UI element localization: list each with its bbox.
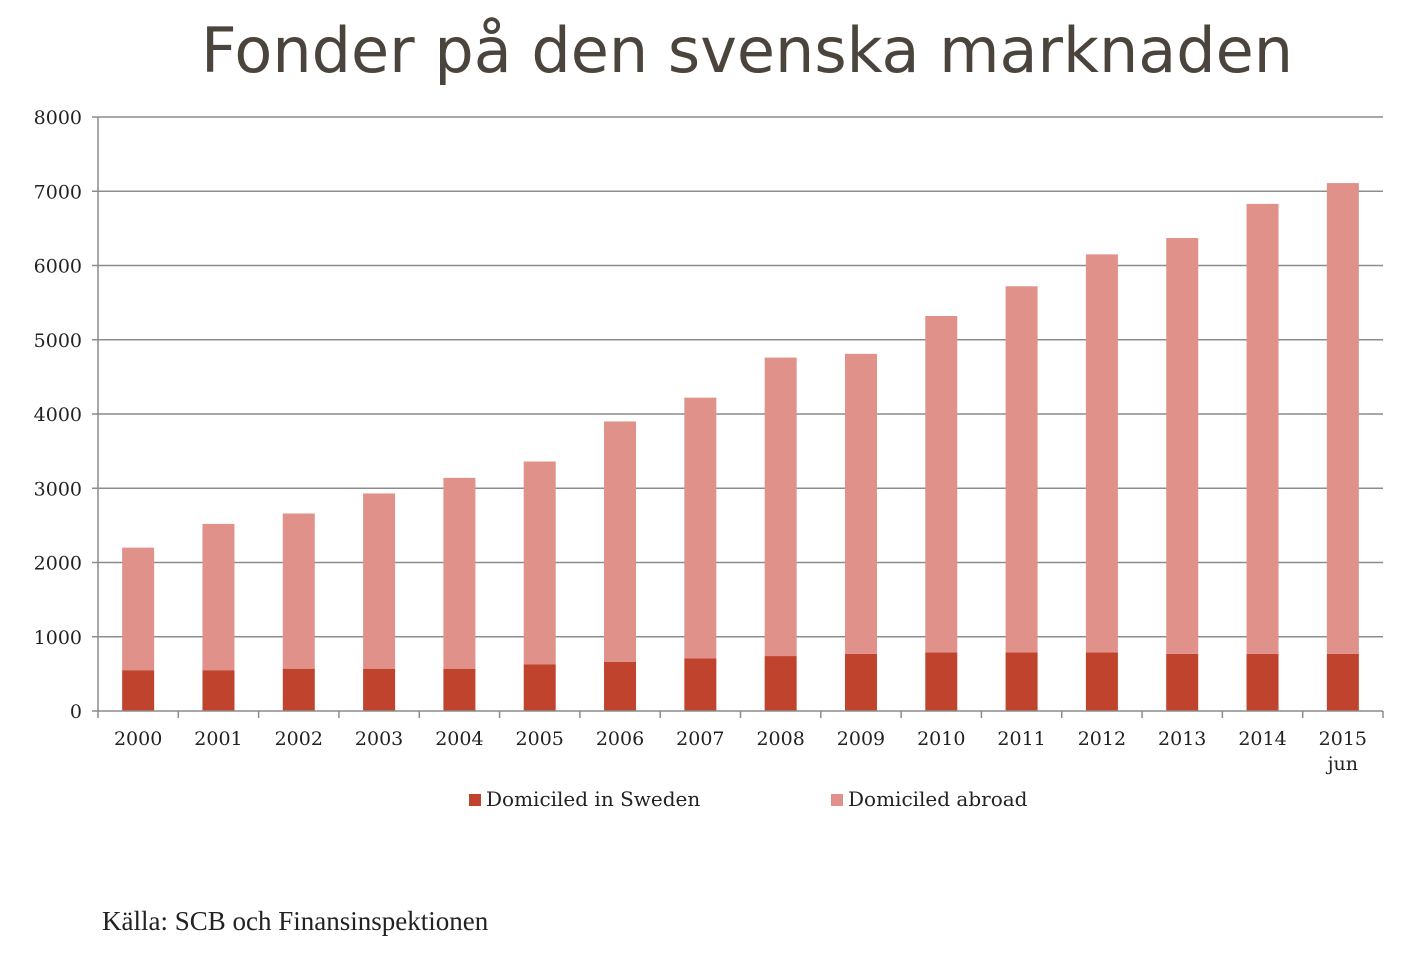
- legend-swatch: [469, 794, 481, 806]
- bar-domiciled-abroad: [684, 397, 717, 659]
- x-tick-label: 2002: [275, 728, 323, 750]
- x-tick-label: 2007: [676, 728, 724, 750]
- bar-domiciled-abroad: [282, 513, 315, 669]
- legend-label: Domiciled abroad: [848, 787, 1028, 811]
- x-tick-label: 2000: [114, 728, 162, 750]
- legend-swatch: [831, 794, 843, 806]
- bar-domiciled-abroad: [443, 477, 476, 669]
- bar-domiciled-sweden: [282, 668, 315, 711]
- y-tick-label: 3000: [34, 478, 82, 500]
- bar-domiciled-sweden: [925, 652, 958, 711]
- bar-domiciled-sweden: [443, 668, 476, 711]
- bar-domiciled-abroad: [363, 493, 396, 669]
- bar-domiciled-abroad: [764, 357, 797, 657]
- bar-domiciled-abroad: [1246, 203, 1279, 654]
- legend: Domiciled in Sweden Domiciled abroad: [469, 787, 1028, 811]
- bar-domiciled-sweden: [1246, 653, 1279, 711]
- bar-domiciled-abroad: [1326, 183, 1359, 654]
- bar-domiciled-sweden: [604, 661, 637, 711]
- bar-domiciled-sweden: [1166, 653, 1199, 711]
- legend-label: Domiciled in Sweden: [486, 787, 700, 811]
- bar-domiciled-sweden: [202, 670, 235, 711]
- bar-domiciled-abroad: [1085, 254, 1118, 653]
- x-tick-label: 2008: [756, 728, 804, 750]
- x-tick-label: 2011: [997, 728, 1045, 750]
- bar-domiciled-abroad: [1166, 238, 1199, 654]
- bar-domiciled-sweden: [363, 668, 396, 711]
- y-tick-label: 1000: [34, 627, 82, 649]
- bar-domiciled-abroad: [925, 315, 958, 653]
- y-tick-label: 6000: [34, 256, 82, 278]
- bar-domiciled-abroad: [523, 461, 556, 665]
- source-note: Källa: SCB och Finansinspektionen: [102, 906, 489, 936]
- x-tick-label: 2012: [1078, 728, 1126, 750]
- bar-domiciled-abroad: [844, 353, 877, 654]
- bar-domiciled-sweden: [844, 653, 877, 711]
- bar-domiciled-abroad: [202, 523, 235, 671]
- y-tick-label: 7000: [34, 181, 82, 203]
- bar-domiciled-abroad: [604, 421, 637, 662]
- x-tick-label: 2006: [596, 728, 644, 750]
- bar-domiciled-sweden: [684, 658, 717, 711]
- y-tick-label: 2000: [34, 553, 82, 575]
- chart-title: Fonder på den svenska marknaden: [200, 14, 1294, 87]
- bar-domiciled-sweden: [1005, 652, 1038, 711]
- bar-domiciled-sweden: [523, 664, 556, 711]
- x-tick-label: 2013: [1158, 728, 1206, 750]
- x-tick-label: 2014: [1238, 728, 1286, 750]
- axes: 0 1000 2000 3000 4000 5000 6000 7000 8000 2000 200…: [34, 107, 1384, 775]
- bar-group: [122, 183, 1359, 711]
- x-tick-label: 2010: [917, 728, 965, 750]
- y-tick-label: 8000: [34, 107, 82, 129]
- bar-domiciled-sweden: [1085, 652, 1118, 711]
- x-tick-label: 2004: [435, 728, 483, 750]
- y-tick-label: 0: [70, 701, 82, 723]
- y-tick-label: 4000: [34, 404, 82, 426]
- bar-domiciled-sweden: [1326, 653, 1359, 711]
- x-tick-label: 2003: [355, 728, 403, 750]
- x-tick-label: 2009: [837, 728, 885, 750]
- bar-domiciled-sweden: [122, 670, 155, 711]
- x-tick-label: 2001: [194, 728, 242, 750]
- chart-plot: 0 1000 2000 3000 4000 5000 6000 7000 8000 2000 200…: [34, 107, 1384, 811]
- bar-domiciled-abroad: [1005, 286, 1038, 653]
- x-tick-sublabel: jun: [1326, 753, 1358, 775]
- bar-domiciled-abroad: [122, 547, 155, 671]
- x-tick-label: 2005: [516, 728, 564, 750]
- x-tick-label: 2015: [1319, 728, 1367, 750]
- bar-domiciled-sweden: [764, 656, 797, 711]
- y-tick-label: 5000: [34, 330, 82, 352]
